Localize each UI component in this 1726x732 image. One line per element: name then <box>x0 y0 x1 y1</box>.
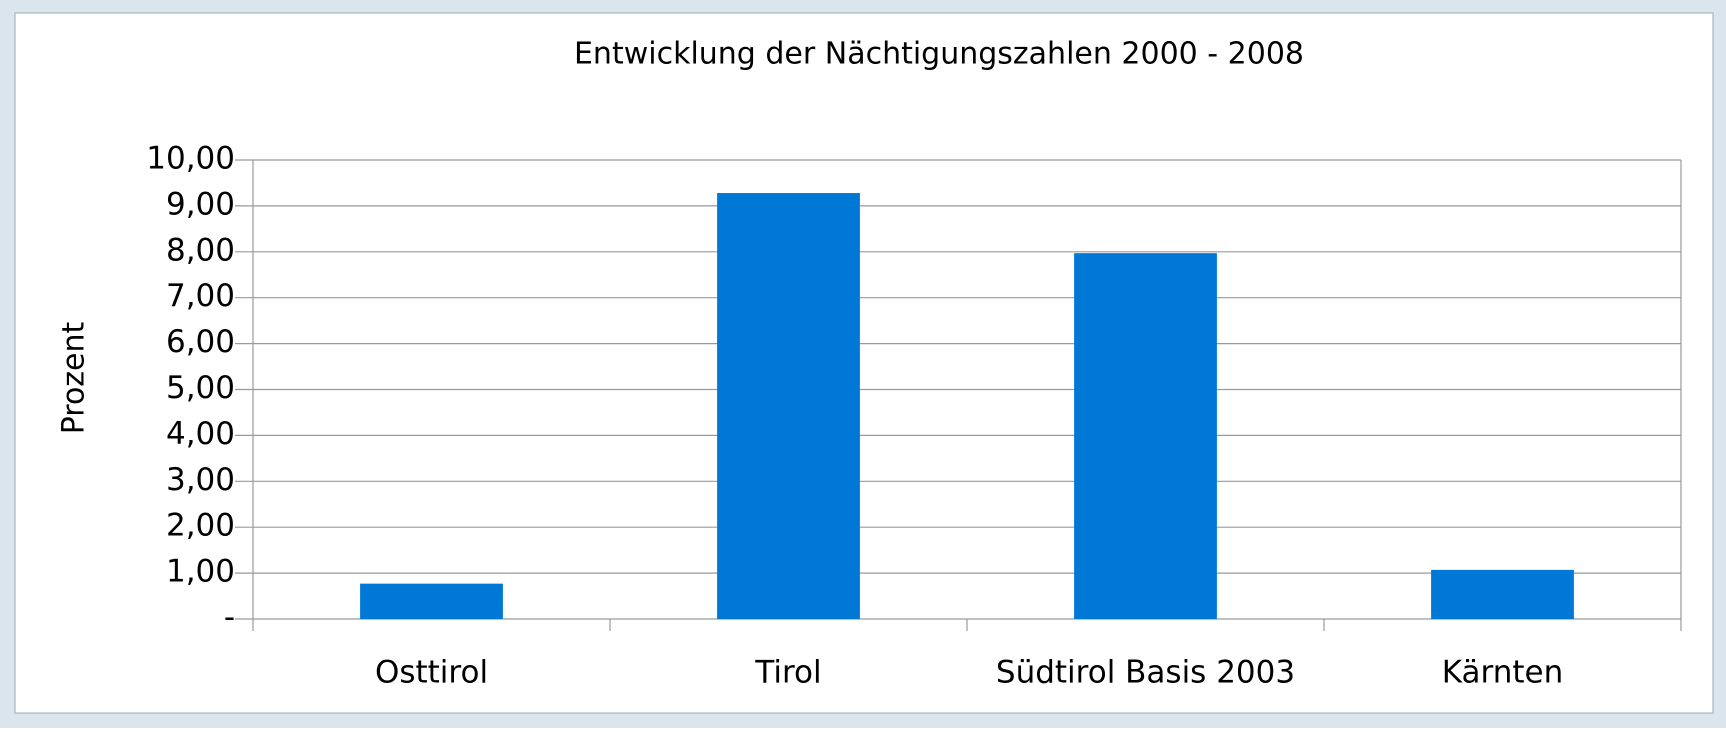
bar <box>1074 253 1217 619</box>
y-tick-label: 9,00 <box>166 186 235 222</box>
x-tick-label: Südtirol Basis 2003 <box>996 655 1295 691</box>
bar <box>717 193 860 619</box>
y-tick-label: 6,00 <box>166 324 235 360</box>
y-tick-label: 3,00 <box>166 462 235 498</box>
y-tick-label: 8,00 <box>166 232 235 268</box>
y-tick-label: 7,00 <box>166 278 235 314</box>
x-tick-label: Tirol <box>754 655 821 691</box>
panel <box>14 12 1714 714</box>
bar <box>1431 569 1574 619</box>
y-tick-label: 10,00 <box>146 141 235 177</box>
y-tick-label: - <box>224 600 235 636</box>
y-tick-label: 2,00 <box>166 508 235 544</box>
y-tick-label: 1,00 <box>166 554 235 590</box>
x-tick-label: Kärnten <box>1442 655 1564 691</box>
bar <box>360 583 503 619</box>
y-tick-label: 4,00 <box>166 416 235 452</box>
y-axis-label: Prozent <box>57 321 92 434</box>
x-tick-label: Osttirol <box>375 655 488 691</box>
chart-title: Entwicklung der Nächtigungszahlen 2000 -… <box>574 37 1304 72</box>
y-tick-label: 5,00 <box>166 370 235 406</box>
